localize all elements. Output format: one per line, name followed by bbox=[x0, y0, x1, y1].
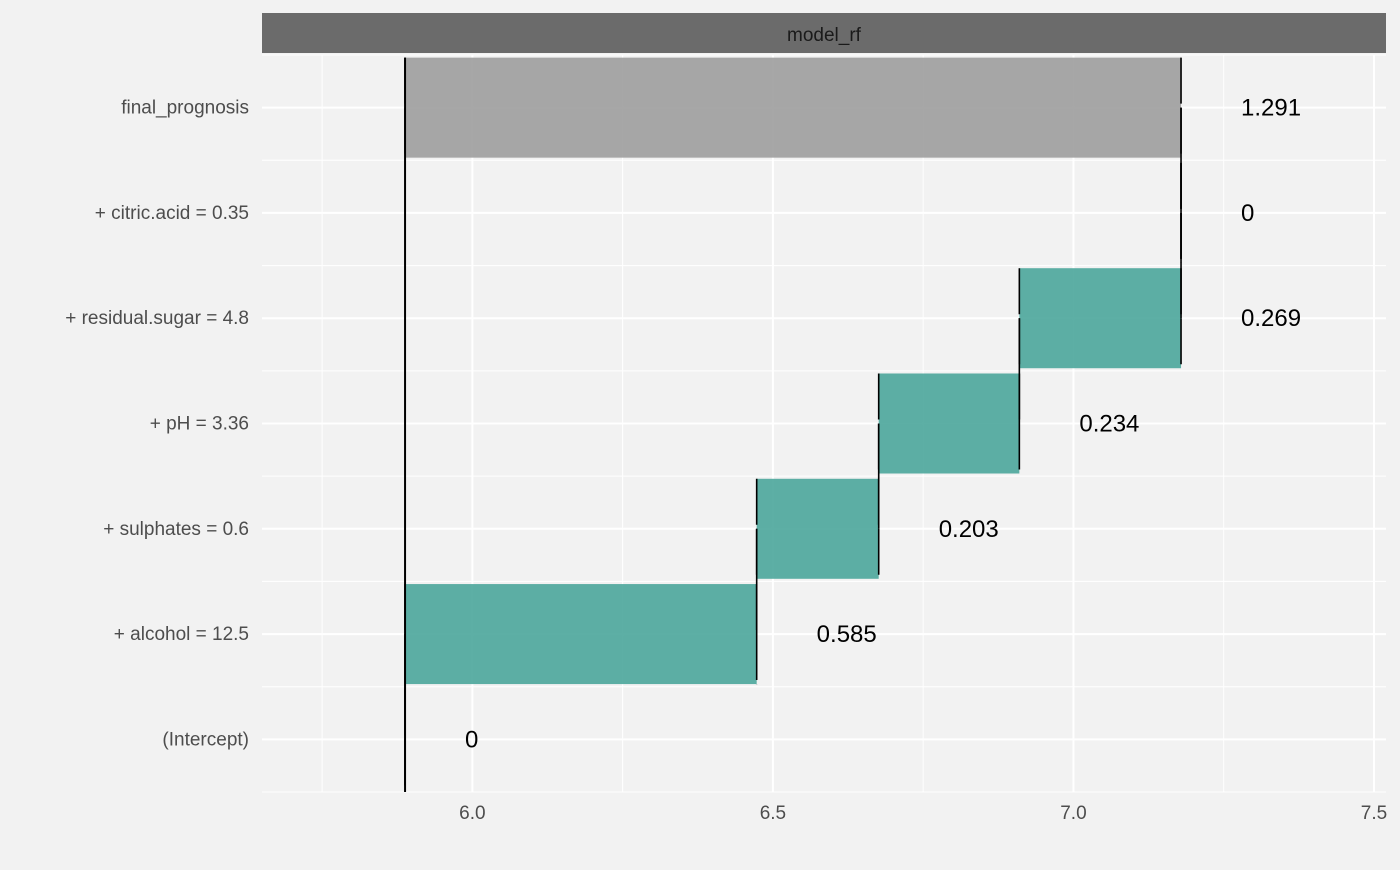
y-axis-label: final_prognosis bbox=[121, 98, 249, 119]
y-axis-label: + residual.sugar = 4.8 bbox=[65, 308, 249, 329]
y-axis-label: + alcohol = 12.5 bbox=[114, 624, 249, 645]
x-tick-label: 6.5 bbox=[760, 803, 786, 824]
x-tick-label: 7.5 bbox=[1361, 803, 1387, 824]
value-label: 0.203 bbox=[939, 516, 999, 543]
x-tick-label: 6.0 bbox=[459, 803, 485, 824]
contribution-bar bbox=[1019, 268, 1182, 369]
contribution-bar bbox=[756, 478, 879, 579]
contribution-bar bbox=[878, 373, 1020, 474]
value-label: 0 bbox=[465, 726, 478, 753]
y-axis-label: + pH = 3.36 bbox=[150, 414, 249, 435]
panel-title: model_rf bbox=[787, 25, 862, 46]
y-axis-label: + sulphates = 0.6 bbox=[103, 519, 249, 540]
x-axis-ticks: 6.0 6.5 7.0 7.5 bbox=[459, 803, 1387, 824]
value-label: 1.291 bbox=[1241, 95, 1301, 122]
y-axis-labels: final_prognosis + citric.acid = 0.35 + res… bbox=[65, 98, 249, 751]
value-label: 0.269 bbox=[1241, 305, 1301, 332]
final-prognosis-bar bbox=[405, 57, 1182, 158]
contribution-bar bbox=[405, 584, 757, 685]
value-label: 0 bbox=[1241, 200, 1254, 227]
value-labels: 1.291 0 0.269 0.234 0.203 0.585 0 bbox=[465, 95, 1301, 754]
value-label: 0.234 bbox=[1079, 411, 1139, 438]
x-tick-label: 7.0 bbox=[1060, 803, 1086, 824]
y-axis-label: + citric.acid = 0.35 bbox=[95, 203, 249, 224]
y-axis-label: (Intercept) bbox=[162, 729, 249, 750]
value-label: 0.585 bbox=[817, 621, 877, 648]
bars-layer bbox=[404, 57, 1182, 792]
panel-strip bbox=[262, 13, 1386, 53]
